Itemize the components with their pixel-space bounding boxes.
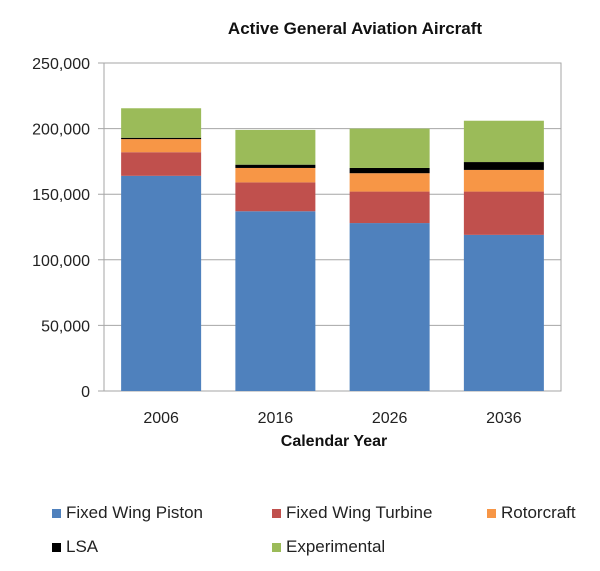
bars <box>121 108 544 391</box>
legend-swatch <box>272 508 281 518</box>
legend-item-rotorcraft: Rotorcraft <box>487 503 576 523</box>
x-tick-label: 2006 <box>143 410 179 427</box>
y-tick-label: 150,000 <box>32 187 90 204</box>
bar-stack-2026 <box>349 128 430 391</box>
plot-area <box>103 62 562 392</box>
bar-stack-2016 <box>235 129 316 391</box>
y-tick-label: 50,000 <box>41 318 90 335</box>
legend-swatch <box>272 542 281 552</box>
y-tick-label: 0 <box>81 384 90 401</box>
y-tick-label: 200,000 <box>32 122 90 139</box>
legend-swatch <box>487 508 496 518</box>
bar-segment-experimental <box>235 129 316 165</box>
bar-segment-fixed-wing-piston <box>235 211 316 391</box>
legend-swatch <box>52 542 61 552</box>
bar-segment-lsa <box>463 162 544 170</box>
bar-segment-fixed-wing-turbine <box>463 191 544 235</box>
bar-segment-fixed-wing-turbine <box>235 182 316 212</box>
bar-segment-experimental <box>349 128 430 168</box>
legend-swatch <box>52 508 61 518</box>
x-tick-label: 2016 <box>258 410 294 427</box>
bar-segment-rotorcraft <box>349 173 430 192</box>
bar-segment-rotorcraft <box>121 139 202 153</box>
bar-segment-lsa <box>349 167 430 174</box>
x-tick-label: 2036 <box>486 410 522 427</box>
bar-segment-rotorcraft <box>463 169 544 192</box>
bar-stack-2006 <box>121 108 202 391</box>
y-axis-ticks: 0 50,000 100,000 150,000 200,000 250,000 <box>32 56 90 401</box>
x-tick-label: 2026 <box>372 410 408 427</box>
bar-segment-fixed-wing-turbine <box>349 191 430 224</box>
legend-label: LSA <box>66 537 99 556</box>
bar-segment-rotorcraft <box>235 167 316 183</box>
bar-segment-fixed-wing-piston <box>349 223 430 391</box>
bar-segment-experimental <box>463 120 544 163</box>
bar-segment-fixed-wing-piston <box>121 175 202 391</box>
bar-segment-experimental <box>121 108 202 138</box>
bar-segment-lsa <box>121 137 202 140</box>
legend-label: Rotorcraft <box>501 503 576 522</box>
bar-segment-fixed-wing-piston <box>463 234 544 391</box>
x-axis-label: Calendar Year <box>281 433 387 450</box>
x-axis-ticks: 2006 2016 2026 2036 <box>143 410 521 427</box>
legend-item-experimental: Experimental <box>272 537 385 557</box>
bar-segment-lsa <box>235 164 316 168</box>
bar-stack-2036 <box>463 120 544 391</box>
y-tick-label: 100,000 <box>32 253 90 270</box>
legend-label: Experimental <box>286 537 386 556</box>
bar-segment-fixed-wing-turbine <box>121 152 202 176</box>
chart-title: Active General Aviation Aircraft <box>228 19 482 38</box>
legend-label: Fixed Wing Turbine <box>286 503 433 522</box>
legend-item-lsa: LSA <box>52 537 98 557</box>
legend-label: Fixed Wing Piston <box>66 503 203 522</box>
legend-item-fixed-wing-piston: Fixed Wing Piston <box>52 503 203 523</box>
legend-item-fixed-wing-turbine: Fixed Wing Turbine <box>272 503 432 523</box>
y-tick-label: 250,000 <box>32 56 90 73</box>
